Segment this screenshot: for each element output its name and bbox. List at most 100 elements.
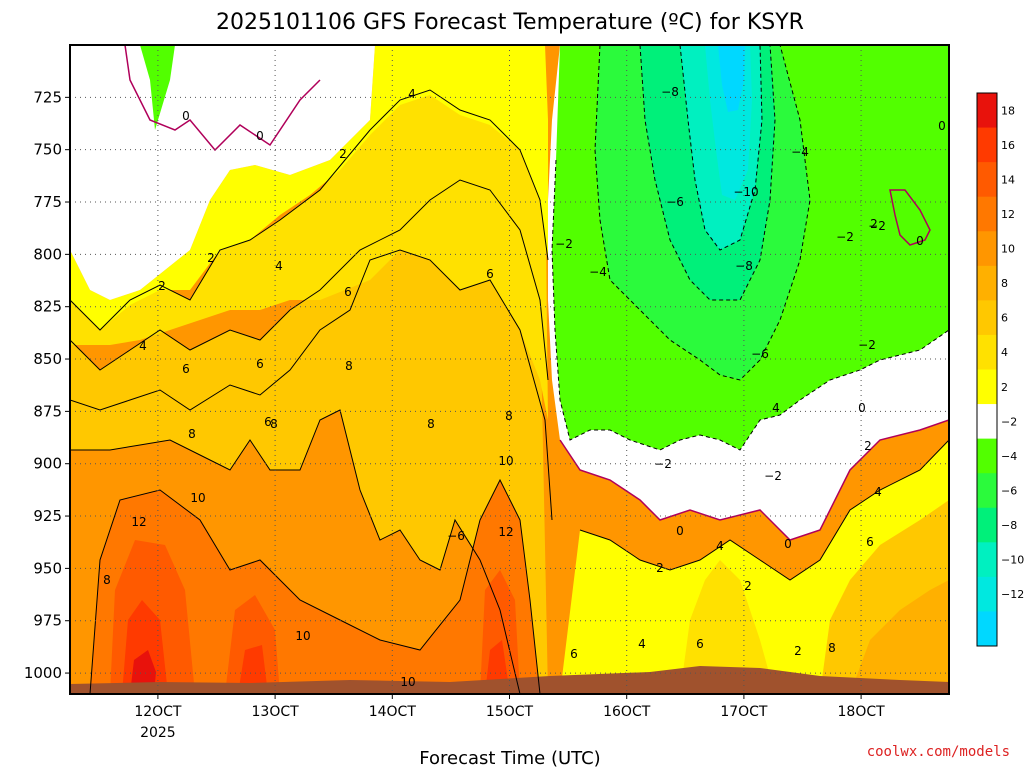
y-axis: 725 750 775 800 825 850 875 900 925 950 975 1000 xyxy=(24,88,70,682)
band-8-lower-right xyxy=(850,580,949,694)
contour-label: 0 xyxy=(256,129,264,143)
colorbar: 18 16 14 12 10 8 6 4 2 −2 −4 −6 −8 −10 −12 xyxy=(976,92,1024,647)
isotherm-line-b xyxy=(70,179,549,381)
isotherm-line-e xyxy=(89,478,541,694)
y-tick-label: 1000 xyxy=(24,664,62,682)
contour-label: 0 xyxy=(182,109,190,123)
colorbar-label: −4 xyxy=(1001,450,1017,463)
contour-label: 4 xyxy=(408,87,416,101)
contour-label: −2 xyxy=(836,230,854,244)
contour-label: 6 xyxy=(182,362,190,376)
contour-label: 8 xyxy=(103,573,111,587)
credit-text[interactable]: coolwx.com/models xyxy=(867,744,1010,760)
contour-label: 4 xyxy=(716,539,724,553)
colorbar-swatch xyxy=(977,576,997,612)
band-2-yellow xyxy=(70,45,548,330)
colorbar-swatch xyxy=(977,611,997,647)
contour-label: 6 xyxy=(344,285,352,299)
contour-label: 2 xyxy=(207,251,215,265)
band-4-yellow xyxy=(70,90,548,420)
contour-label: 2 xyxy=(794,644,802,658)
contour-label: 10 xyxy=(295,629,310,643)
contour-label: 10 xyxy=(190,491,205,505)
colorbar-label: 2 xyxy=(1001,381,1008,394)
isotherm-line-a xyxy=(70,89,549,331)
contour-label: 0 xyxy=(916,234,924,248)
x-axis-label: Forecast Time (UTC) xyxy=(419,748,600,768)
y-tick-label: 950 xyxy=(33,559,62,577)
contour-label: 0 xyxy=(858,401,866,415)
contour-label: 0 xyxy=(938,119,946,133)
contour-label: 2 xyxy=(656,561,664,575)
y-tick-label: 800 xyxy=(33,245,62,263)
isotherm-dashed-neg2 xyxy=(551,159,949,451)
band-10 xyxy=(90,480,540,694)
contour-label: 4 xyxy=(275,259,283,273)
colorbar-swatch xyxy=(977,265,997,301)
contour-label: 0 xyxy=(784,537,792,551)
band-6-yellow xyxy=(70,180,548,694)
colorbar-swatch xyxy=(977,196,997,232)
y-tick-label: 725 xyxy=(33,88,62,106)
contour-label: −6 xyxy=(447,529,465,543)
x-tick-label: 15OCT xyxy=(486,704,534,720)
colorbar-label: 10 xyxy=(1001,243,1015,256)
colorbar-label: 6 xyxy=(1001,312,1008,325)
x-tick-label: 17OCT xyxy=(720,704,768,720)
x-tick-label: 18OCT xyxy=(838,704,886,720)
y-tick-label: 875 xyxy=(33,402,62,420)
colorbar-swatch xyxy=(977,334,997,370)
y-tick-label: 900 xyxy=(33,455,62,473)
contour-label: −8 xyxy=(661,85,679,99)
contour-label: 2 xyxy=(158,279,166,293)
band-neg-green-top xyxy=(140,45,175,130)
contour-label: 6 xyxy=(866,535,874,549)
colorbar-label: −10 xyxy=(1001,554,1024,567)
contour-label: 4 xyxy=(874,485,882,499)
colorbar-label: 18 xyxy=(1001,104,1015,117)
colorbar-swatch xyxy=(977,127,997,163)
zero-isotherm-left xyxy=(124,45,321,152)
y-tick-label: 775 xyxy=(33,193,62,211)
band-0-white-top xyxy=(70,45,375,300)
contour-label: 6 xyxy=(696,637,704,651)
grid-lines xyxy=(70,45,949,694)
colorbar-swatch xyxy=(977,162,997,198)
colorbar-swatch xyxy=(977,473,997,509)
contour-label: 8 xyxy=(345,359,353,373)
temperature-field xyxy=(70,45,949,694)
contour-label: 6 xyxy=(264,415,272,429)
contour-label: 4 xyxy=(772,401,780,415)
x-axis: 12OCT 2025 13OCT 14OCT 15OCT 16OCT 17OCT 18OCT xyxy=(134,694,885,741)
y-tick-label: 925 xyxy=(33,507,62,525)
contour-label: −2 xyxy=(858,338,876,352)
colorbar-swatch xyxy=(977,438,997,474)
x-tick-label: 14OCT xyxy=(369,704,417,720)
colorbar-label: −6 xyxy=(1001,484,1017,497)
contour-label: 0 xyxy=(676,524,684,538)
contour-label: −4 xyxy=(589,265,607,279)
contour-label: 6 xyxy=(486,267,494,281)
colorbar-swatch xyxy=(977,542,997,578)
contour-label: −6 xyxy=(751,347,769,361)
contour-label: 12 xyxy=(131,515,146,529)
contour-label: −8 xyxy=(735,259,753,273)
colorbar-swatch xyxy=(977,300,997,336)
colorbar-frame xyxy=(976,92,998,647)
isotherm-dashed-neg6 xyxy=(639,45,776,301)
colorbar-label: 8 xyxy=(1001,277,1008,290)
colorbar-swatch xyxy=(977,231,997,267)
contour-label: −10 xyxy=(733,185,758,199)
contour-label: 8 xyxy=(828,641,836,655)
x-tick-year: 2025 xyxy=(140,725,176,741)
colorbar-label: −12 xyxy=(1001,588,1024,601)
contour-label: 4 xyxy=(139,339,147,353)
contour-label: 2 xyxy=(339,147,347,161)
contour-label: 8 xyxy=(427,417,435,431)
zero-isotherm-right xyxy=(559,419,949,541)
contour-label: 2 xyxy=(744,579,752,593)
band-4-lower-right xyxy=(680,560,775,694)
zero-isotherm-upper-right xyxy=(889,189,931,246)
contour-label: −2 xyxy=(555,237,573,251)
isotherm-dashed-neg8 xyxy=(679,45,763,251)
